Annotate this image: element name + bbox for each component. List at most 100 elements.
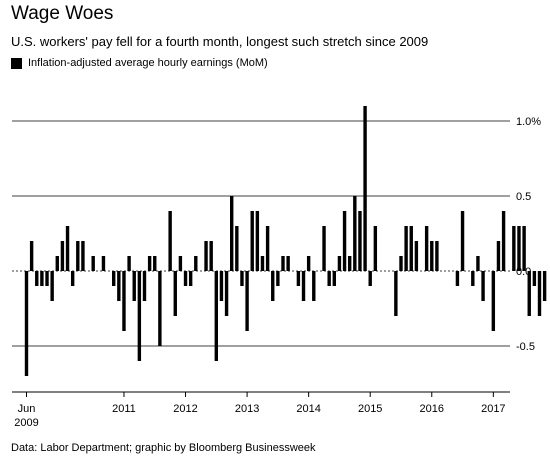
bar bbox=[471, 271, 475, 286]
bar bbox=[188, 271, 193, 286]
x-axis: Jun 2009 2011 2012 2013 2014 2015 2016 2017 bbox=[12, 391, 510, 429]
bar bbox=[312, 271, 316, 301]
x-tick-label: Jun bbox=[18, 403, 36, 415]
bar bbox=[255, 211, 260, 271]
bar bbox=[414, 241, 419, 271]
bar bbox=[409, 226, 413, 271]
bar bbox=[347, 256, 352, 271]
bar bbox=[517, 226, 521, 271]
bar bbox=[260, 256, 265, 271]
bar bbox=[137, 271, 142, 361]
x-tick-label: 2016 bbox=[420, 403, 444, 415]
bar bbox=[194, 256, 198, 271]
bar bbox=[342, 211, 347, 271]
bar bbox=[29, 241, 34, 271]
bar bbox=[322, 226, 326, 271]
bar bbox=[112, 271, 116, 286]
bar bbox=[127, 256, 131, 271]
y-tick-label: 0.5 bbox=[516, 191, 531, 203]
bars bbox=[24, 106, 547, 376]
bar bbox=[399, 256, 403, 271]
bar bbox=[491, 271, 496, 331]
bar bbox=[132, 271, 136, 301]
bar bbox=[332, 271, 336, 286]
bar bbox=[271, 271, 275, 301]
bar bbox=[286, 256, 290, 271]
bar bbox=[168, 211, 172, 271]
y-tick-label: -0.5 bbox=[516, 341, 535, 353]
bar bbox=[404, 226, 408, 271]
bar bbox=[235, 226, 239, 271]
bar bbox=[476, 256, 480, 271]
bar bbox=[296, 271, 301, 286]
y-axis-labels: 1.0% 0.5 0.0 -0.5 bbox=[516, 116, 541, 353]
bar bbox=[178, 256, 183, 271]
bar bbox=[147, 256, 152, 271]
bar bbox=[481, 271, 485, 301]
bar bbox=[173, 271, 177, 316]
bar bbox=[496, 241, 501, 271]
x-tick-label: 2015 bbox=[358, 403, 382, 415]
bar bbox=[158, 271, 162, 346]
bar bbox=[327, 271, 331, 286]
bar bbox=[373, 226, 378, 271]
x-tick-label: 2011 bbox=[112, 403, 136, 415]
bar bbox=[81, 241, 85, 271]
x-tick-label-year: 2009 bbox=[14, 417, 38, 429]
bar bbox=[306, 256, 311, 271]
y-tick-label: 1.0% bbox=[516, 116, 541, 128]
gridlines bbox=[12, 120, 510, 347]
legend-label: Inflation-adjusted average hourly earnin… bbox=[28, 57, 268, 69]
bar bbox=[35, 271, 39, 286]
bar bbox=[245, 271, 249, 331]
bar bbox=[224, 271, 229, 316]
bar bbox=[40, 271, 44, 286]
bar bbox=[153, 256, 157, 271]
bar bbox=[50, 271, 54, 301]
bar bbox=[501, 211, 506, 271]
bar bbox=[455, 271, 460, 286]
bar bbox=[70, 271, 75, 286]
bar bbox=[230, 196, 234, 271]
chart-title: Wage Woes bbox=[11, 3, 114, 24]
bar bbox=[60, 241, 65, 271]
y-tick-label: 0.0 bbox=[516, 266, 531, 278]
bar bbox=[281, 256, 285, 271]
bar bbox=[430, 241, 434, 271]
x-tick-label: 2013 bbox=[235, 403, 259, 415]
x-tick-label: 2012 bbox=[173, 403, 197, 415]
bar bbox=[24, 271, 29, 376]
bar bbox=[337, 256, 342, 271]
bar bbox=[142, 271, 147, 301]
bar bbox=[117, 271, 121, 301]
bar bbox=[542, 271, 547, 301]
bar bbox=[183, 271, 188, 286]
bar bbox=[358, 211, 362, 271]
bar bbox=[353, 196, 357, 271]
x-tick-label: 2017 bbox=[481, 403, 505, 415]
chart-subtitle: U.S. workers' pay fell for a fourth mont… bbox=[11, 34, 429, 49]
bar bbox=[214, 271, 219, 361]
bar bbox=[65, 226, 70, 271]
legend: Inflation-adjusted average hourly earnin… bbox=[11, 57, 268, 69]
bar bbox=[101, 256, 106, 271]
bar bbox=[527, 271, 531, 316]
bar bbox=[363, 106, 367, 271]
bar bbox=[91, 256, 95, 271]
source-note: Data: Labor Department; graphic by Bloom… bbox=[11, 442, 316, 454]
bar bbox=[276, 271, 280, 286]
bar bbox=[55, 256, 59, 271]
bar bbox=[512, 226, 516, 271]
legend-swatch bbox=[11, 57, 22, 69]
bar bbox=[424, 226, 429, 271]
bar bbox=[537, 271, 542, 316]
bar bbox=[45, 271, 49, 286]
bar bbox=[122, 271, 126, 331]
x-tick-label: 2014 bbox=[296, 403, 320, 415]
bar bbox=[435, 241, 439, 271]
bar bbox=[219, 271, 224, 301]
bar bbox=[76, 241, 80, 271]
bar bbox=[460, 211, 465, 271]
bar bbox=[522, 226, 526, 271]
